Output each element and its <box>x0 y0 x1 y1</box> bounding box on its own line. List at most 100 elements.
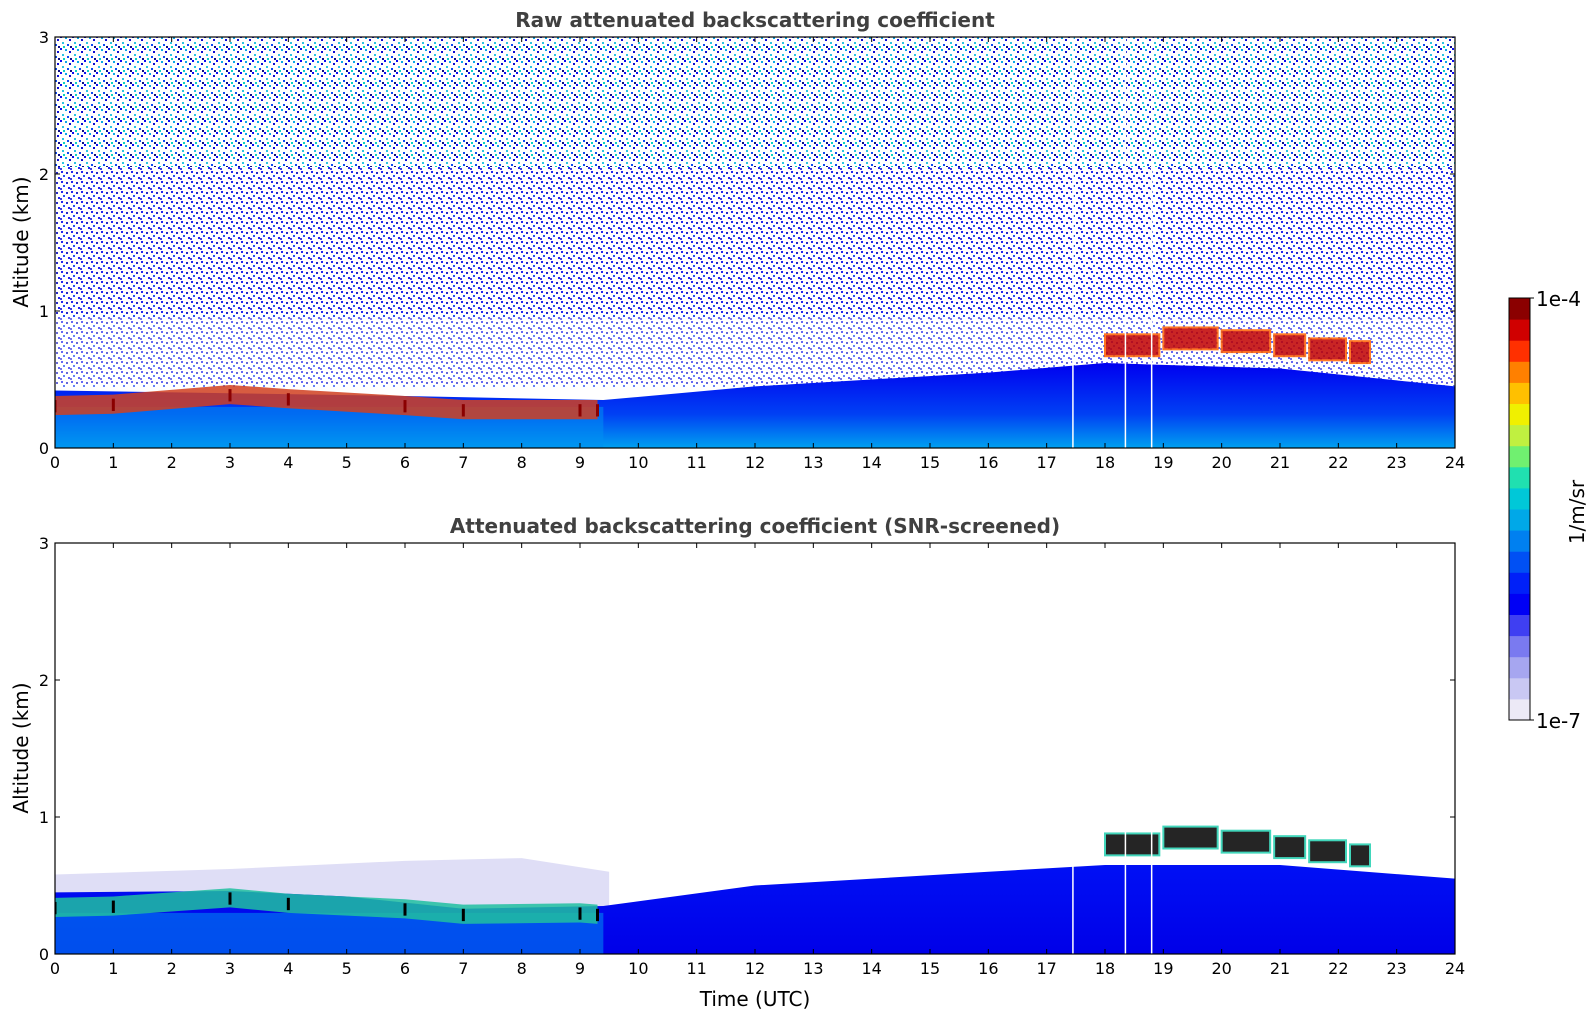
colorbar: 1e-4 1e-7 1/m/sr <box>1508 287 1589 733</box>
y-axis-label: Altitude (km) <box>9 176 33 307</box>
colorbar-cell <box>1509 677 1530 700</box>
x-tick-label: 20 <box>1211 453 1231 472</box>
x-tick-label: 12 <box>745 453 765 472</box>
raw-backscatter-panel: Raw attenuated backscattering coefficien… <box>9 8 1465 472</box>
y-tick-label: 3 <box>39 534 49 553</box>
y-tick-label: 2 <box>39 671 49 690</box>
colorbar-cell <box>1509 361 1530 383</box>
colorbar-cell <box>1509 530 1530 552</box>
colorbar-cell <box>1509 509 1530 531</box>
x-tick-label: 1 <box>108 453 118 472</box>
x-tick-label: 7 <box>458 453 468 472</box>
snr-screened-panel: Attenuated backscattering coefficient (S… <box>9 514 1465 1011</box>
colorbar-cell <box>1509 298 1530 320</box>
y-tick-label: 1 <box>39 808 49 827</box>
x-tick-label: 3 <box>225 959 235 978</box>
panel-title: Attenuated backscattering coefficient (S… <box>450 514 1060 538</box>
x-tick-label: 12 <box>745 959 765 978</box>
x-tick-label: 0 <box>50 453 60 472</box>
x-tick-label: 11 <box>686 453 706 472</box>
x-tick-label: 1 <box>108 959 118 978</box>
x-tick-label: 8 <box>517 959 527 978</box>
colorbar-cell <box>1509 635 1530 658</box>
x-tick-label: 9 <box>575 453 585 472</box>
colorbar-min-label: 1e-7 <box>1536 709 1581 733</box>
x-tick-label: 19 <box>1153 959 1173 978</box>
x-tick-label: 10 <box>628 959 648 978</box>
x-tick-label: 24 <box>1445 959 1465 978</box>
elevated-cloud <box>1349 843 1371 868</box>
colorbar-cell <box>1509 698 1530 721</box>
x-tick-label: 16 <box>978 453 998 472</box>
colorbar-cell <box>1509 551 1530 573</box>
x-tick-label: 8 <box>517 453 527 472</box>
x-tick-label: 23 <box>1386 453 1406 472</box>
x-tick-label: 0 <box>50 959 60 978</box>
elevated-cloud <box>1308 337 1347 362</box>
x-tick-label: 4 <box>283 959 293 978</box>
elevated-cloud <box>1104 832 1161 857</box>
x-tick-label: 6 <box>400 959 410 978</box>
x-tick-label: 19 <box>1153 453 1173 472</box>
x-tick-label: 9 <box>575 959 585 978</box>
x-tick-label: 17 <box>1036 453 1056 472</box>
x-tick-label: 18 <box>1095 959 1115 978</box>
elevated-cloud <box>1273 835 1307 860</box>
x-tick-label: 22 <box>1328 959 1348 978</box>
colorbar-cell <box>1509 424 1530 447</box>
elevated-cloud <box>1104 333 1161 358</box>
y-tick-label: 1 <box>39 302 49 321</box>
colorbar-cell <box>1509 487 1530 510</box>
x-tick-label: 13 <box>803 959 823 978</box>
elevated-cloud <box>1220 829 1272 854</box>
x-tick-label: 14 <box>861 453 881 472</box>
x-tick-label: 16 <box>978 959 998 978</box>
colorbar-cell <box>1509 572 1530 594</box>
x-tick-label: 20 <box>1211 959 1231 978</box>
x-axis-label: Time (UTC) <box>699 987 811 1011</box>
elevated-cloud <box>1220 329 1272 354</box>
x-tick-label: 5 <box>342 453 352 472</box>
x-tick-label: 24 <box>1445 453 1465 472</box>
x-tick-label: 15 <box>920 959 940 978</box>
y-tick-label: 0 <box>39 439 49 458</box>
x-tick-label: 5 <box>342 959 352 978</box>
x-tick-label: 2 <box>167 453 177 472</box>
y-tick-label: 3 <box>39 28 49 47</box>
x-tick-label: 6 <box>400 453 410 472</box>
y-tick-label: 0 <box>39 945 49 964</box>
x-tick-label: 7 <box>458 959 468 978</box>
elevated-cloud <box>1349 340 1371 365</box>
y-axis-label: Altitude (km) <box>9 682 33 813</box>
colorbar-frame <box>1508 297 1531 721</box>
x-tick-label: 18 <box>1095 453 1115 472</box>
elevated-cloud <box>1308 839 1347 864</box>
x-tick-label: 13 <box>803 453 823 472</box>
colorbar-cell <box>1509 614 1530 637</box>
x-tick-label: 23 <box>1386 959 1406 978</box>
x-tick-label: 21 <box>1270 453 1290 472</box>
x-tick-label: 21 <box>1270 959 1290 978</box>
elevated-cloud <box>1162 825 1219 850</box>
colorbar-unit-label: 1/m/sr <box>1565 479 1589 544</box>
x-tick-label: 11 <box>686 959 706 978</box>
x-tick-label: 15 <box>920 453 940 472</box>
elevated-cloud <box>1162 326 1219 351</box>
colorbar-cell <box>1509 466 1530 489</box>
colorbar-cell <box>1509 319 1530 341</box>
colorbar-cell <box>1509 593 1530 615</box>
y-tick-label: 2 <box>39 165 49 184</box>
x-tick-label: 10 <box>628 453 648 472</box>
x-tick-label: 4 <box>283 453 293 472</box>
x-tick-label: 3 <box>225 453 235 472</box>
colorbar-cell <box>1509 340 1530 362</box>
x-tick-label: 22 <box>1328 453 1348 472</box>
colorbar-max-label: 1e-4 <box>1536 287 1581 311</box>
elevated-cloud <box>1273 333 1307 358</box>
upper-noise-field <box>55 37 1455 167</box>
colorbar-cell <box>1509 382 1530 404</box>
mid-noise-field <box>55 167 1455 317</box>
x-tick-label: 2 <box>167 959 177 978</box>
x-tick-label: 14 <box>861 959 881 978</box>
